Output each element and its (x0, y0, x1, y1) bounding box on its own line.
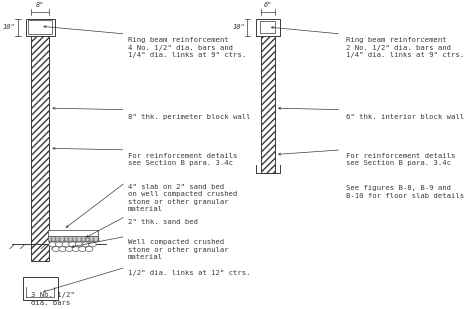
Text: Ring beam reinforcement
2 No. 1/2" dia. bars and
1/4" dia. links at 9" ctrs.: Ring beam reinforcement 2 No. 1/2" dia. … (346, 37, 464, 58)
Text: 2" thk. sand bed: 2" thk. sand bed (128, 219, 198, 225)
Text: 4" slab on 2" sand bed
on well compacted crushed
stone or other granular
materia: 4" slab on 2" sand bed on well compacted… (128, 184, 237, 212)
Circle shape (52, 247, 60, 252)
Circle shape (79, 247, 86, 252)
Text: Well compacted crushed
stone or other granular
material: Well compacted crushed stone or other gr… (128, 239, 228, 260)
Circle shape (69, 242, 76, 247)
Circle shape (49, 242, 56, 247)
Text: 8" thk. perimeter block wall: 8" thk. perimeter block wall (128, 114, 250, 120)
Circle shape (75, 242, 83, 247)
Bar (28, 20, 52, 34)
Text: 1/2" dia. links at 12" ctrs.: 1/2" dia. links at 12" ctrs. (128, 270, 250, 276)
Text: 10": 10" (232, 24, 245, 30)
Bar (31, 19, 49, 261)
Text: See figures B-8, B-9 and
B-10 for floor slab details: See figures B-8, B-9 and B-10 for floor … (346, 185, 464, 199)
Text: 6": 6" (264, 2, 272, 8)
Bar (48, 236, 98, 241)
Text: 8": 8" (36, 2, 45, 8)
Circle shape (89, 242, 96, 247)
Text: 3 No. 1/2"
dia. bars: 3 No. 1/2" dia. bars (31, 292, 74, 306)
Circle shape (72, 247, 80, 252)
Text: 6" thk. interior block wall: 6" thk. interior block wall (346, 114, 464, 120)
Circle shape (59, 247, 66, 252)
Bar (48, 230, 98, 236)
Text: 10": 10" (3, 24, 16, 30)
Circle shape (65, 247, 73, 252)
Bar (260, 21, 275, 33)
Text: Ring beam reinforcement
4 No. 1/2" dia. bars and
1/4" dia. links at 9" ctrs.: Ring beam reinforcement 4 No. 1/2" dia. … (128, 37, 246, 58)
Circle shape (55, 242, 63, 247)
Bar (261, 19, 275, 173)
Bar (26, 19, 55, 36)
Circle shape (85, 247, 93, 252)
Text: For reinforcement details
see Section B para. 3.4c: For reinforcement details see Section B … (346, 153, 456, 167)
Text: For reinforcement details
see Section B para. 3.4c: For reinforcement details see Section B … (128, 153, 237, 167)
Circle shape (82, 242, 90, 247)
Bar (256, 19, 280, 36)
Circle shape (62, 242, 70, 247)
Bar (23, 277, 58, 300)
